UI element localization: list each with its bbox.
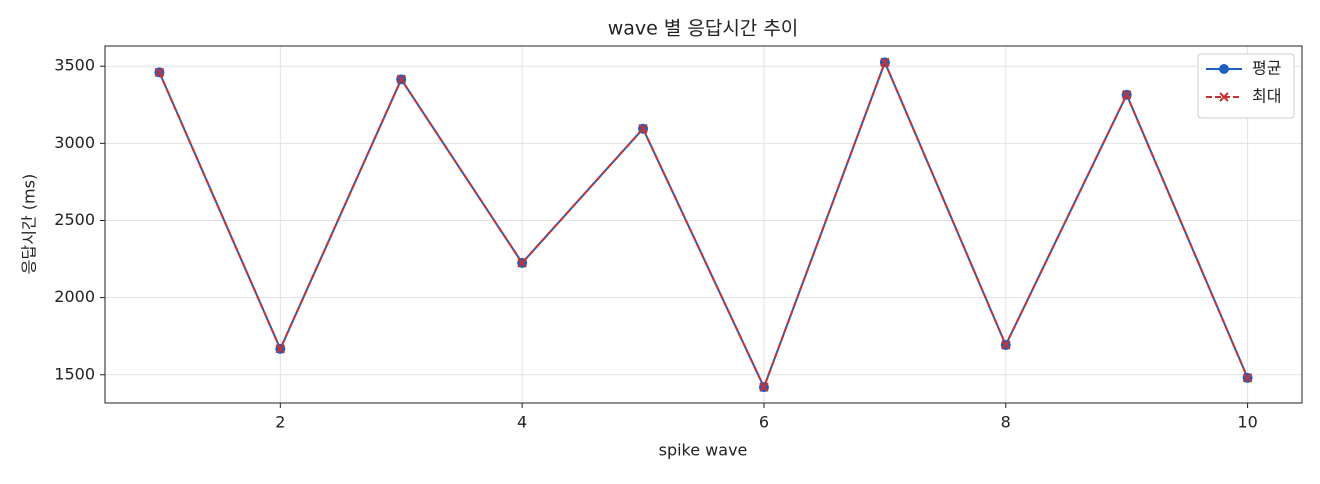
legend-marker <box>1219 92 1229 102</box>
data-point-shape <box>517 258 527 268</box>
data-point <box>275 344 286 354</box>
data-point-shape <box>154 67 165 78</box>
plot-frame <box>104 45 1303 404</box>
data-point-shape <box>396 74 406 85</box>
data-point-shape <box>759 382 769 392</box>
x-tick-label: 10 <box>1237 413 1257 432</box>
x-tick-label: 4 <box>517 413 527 432</box>
y-axis-label: 응답시간 (ms) <box>20 174 39 274</box>
data-point <box>517 258 527 268</box>
data-point <box>396 74 406 85</box>
data-point-shape <box>275 344 286 354</box>
data-point <box>154 67 165 78</box>
legend-label: 평균 <box>1252 59 1281 78</box>
y-tick-label: 2000 <box>54 287 95 306</box>
data-point-shape <box>1121 90 1132 100</box>
data-point-shape <box>638 123 648 134</box>
legend-marker-shape <box>1219 92 1229 102</box>
y-tick-label: 2500 <box>54 210 95 229</box>
data-point-shape <box>880 57 890 68</box>
data-point <box>1121 90 1132 100</box>
data-point <box>1001 340 1011 350</box>
data-point <box>638 123 648 134</box>
series-line <box>158 59 1249 390</box>
data-point <box>1242 373 1253 383</box>
legend-marker <box>1219 64 1229 74</box>
legend-label: 최대 <box>1252 87 1281 106</box>
data-point <box>880 57 890 68</box>
series-line <box>158 59 1249 390</box>
y-tick-label: 1500 <box>54 364 95 383</box>
data-point-shape <box>1001 340 1011 350</box>
data-point-shape <box>1242 373 1253 383</box>
chart-title: wave 별 응답시간 추이 <box>608 18 799 40</box>
x-tick-label: 6 <box>759 413 769 432</box>
x-axis-label: spike wave <box>659 441 748 460</box>
x-tick-label: 8 <box>1001 413 1011 432</box>
x-tick-label: 2 <box>275 413 285 432</box>
y-tick-label: 3000 <box>54 133 95 152</box>
data-point <box>759 382 769 392</box>
y-tick-label: 3500 <box>54 56 95 75</box>
